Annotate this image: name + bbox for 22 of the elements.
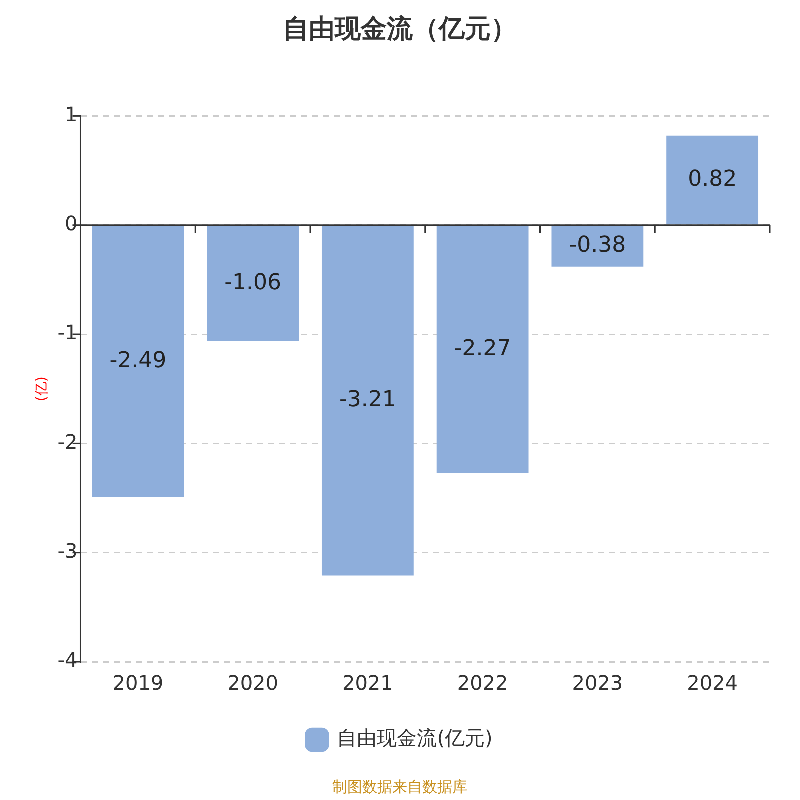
data-label: -2.49 [110,348,167,374]
y-tick-label: -4 [58,648,78,672]
x-tick-label: 2024 [687,671,738,696]
text: 制图数据来自数据库 [332,778,468,796]
y-tick-label: -2 [58,430,78,454]
x-tick-label: 2022 [457,671,508,696]
chart-title: 自由现金流（亿元） [283,14,517,44]
data-label: 0.82 [688,166,738,192]
y-tick-label: 1 [65,102,78,126]
y-axis-title: (亿) [34,376,50,402]
x-tick-label: 2020 [228,671,279,696]
data-label: -2.27 [454,336,512,362]
legend-label: 自由现金流(亿元) [337,726,493,750]
y-tick-label: -1 [58,320,78,345]
y-tick-label: 0 [65,212,78,236]
x-tick-label: 2023 [572,671,624,696]
data-label: -1.06 [224,270,282,296]
data-label: -3.21 [339,388,396,413]
y-tick-label: -3 [58,539,78,564]
x-tick-label: 2019 [112,671,164,696]
data-label: -0.38 [569,233,626,258]
x-tick-label: 2021 [342,671,394,696]
